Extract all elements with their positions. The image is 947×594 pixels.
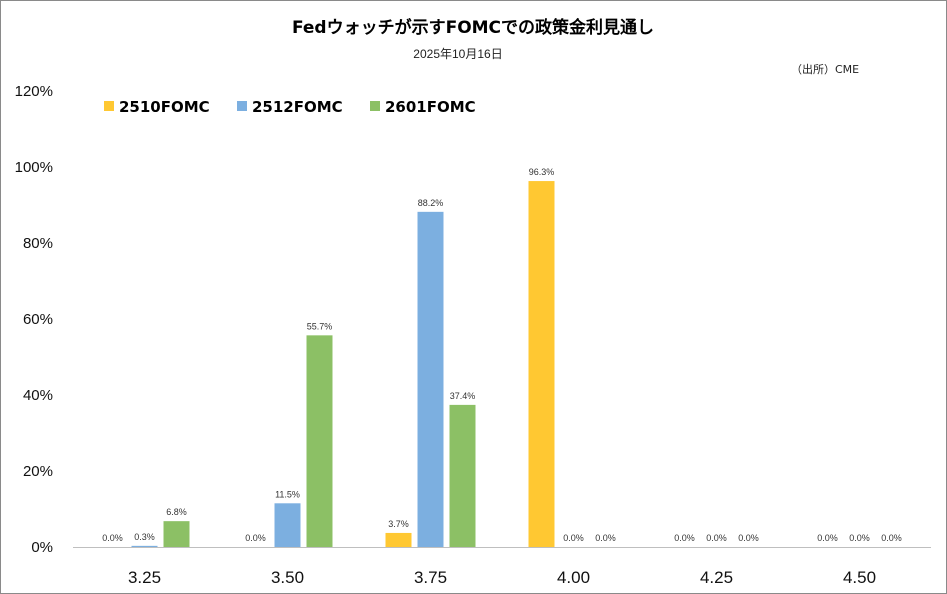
- x-tick-label: 3.50: [271, 568, 304, 587]
- legend-swatch: [370, 101, 380, 111]
- legend-swatch: [237, 101, 247, 111]
- x-tick-label: 3.25: [128, 568, 161, 587]
- data-label: 0.0%: [563, 533, 584, 543]
- data-label: 0.0%: [817, 533, 838, 543]
- data-label: 96.3%: [529, 167, 555, 177]
- data-label: 0.0%: [738, 533, 759, 543]
- data-label: 11.5%: [275, 489, 300, 499]
- data-label: 0.0%: [674, 533, 695, 543]
- data-labels: 0.0% 0.3% 6.8% 0.0% 11.5% 55.7% 3.7% 88.2% 37.4%…: [102, 167, 902, 543]
- data-label: 88.2%: [418, 198, 444, 208]
- y-axis: 0% 20% 40% 60% 80% 100% 120%: [15, 83, 53, 556]
- x-tick-label: 4.00: [557, 568, 590, 587]
- y-tick-label: 0%: [31, 539, 53, 556]
- data-label: 0.0%: [849, 533, 870, 543]
- y-tick-label: 100%: [15, 159, 53, 176]
- chart-title: Fedウォッチが示すFOMCでの政策金利見通し: [292, 17, 654, 38]
- data-label: 6.8%: [166, 507, 187, 517]
- data-label: 37.4%: [450, 391, 476, 401]
- data-label: 3.7%: [388, 519, 409, 529]
- bar-2512FOMC-3.25: [131, 545, 158, 547]
- data-label: 0.0%: [245, 533, 266, 543]
- bar-2512FOMC-3.50: [274, 503, 301, 547]
- bar-2510FOMC-3.75: [385, 532, 412, 547]
- bar-2601FOMC-3.25: [163, 521, 190, 547]
- legend-label: 2510FOMC: [119, 98, 210, 116]
- y-tick-label: 60%: [23, 311, 53, 328]
- data-label: 0.0%: [706, 533, 727, 543]
- x-tick-label: 4.50: [843, 568, 876, 587]
- bar-2510FOMC-4.00: [528, 181, 555, 547]
- y-tick-label: 80%: [23, 235, 53, 252]
- chart-source: （出所）CME: [791, 62, 859, 76]
- data-label: 0.0%: [102, 533, 123, 543]
- bars: [131, 181, 555, 547]
- data-label: 0.0%: [595, 533, 616, 543]
- chart-subtitle: 2025年10月16日: [413, 47, 502, 61]
- y-tick-label: 40%: [23, 387, 53, 404]
- bar-2601FOMC-3.50: [306, 335, 333, 547]
- data-label: 55.7%: [307, 321, 333, 331]
- x-tick-label: 4.25: [700, 568, 733, 587]
- legend: 2510FOMC 2512FOMC 2601FOMC: [104, 98, 476, 116]
- data-label: 0.3%: [134, 532, 155, 542]
- y-tick-label: 20%: [23, 463, 53, 480]
- x-tick-label: 3.75: [414, 568, 447, 587]
- legend-label: 2601FOMC: [385, 98, 476, 116]
- bar-2512FOMC-3.75: [417, 211, 444, 547]
- data-label: 0.0%: [881, 533, 902, 543]
- legend-swatch: [104, 101, 114, 111]
- bar-2601FOMC-3.75: [449, 404, 476, 547]
- y-tick-label: 120%: [15, 83, 53, 100]
- legend-label: 2512FOMC: [252, 98, 343, 116]
- x-axis: 3.25 3.50 3.75 4.00 4.25 4.50: [73, 547, 931, 587]
